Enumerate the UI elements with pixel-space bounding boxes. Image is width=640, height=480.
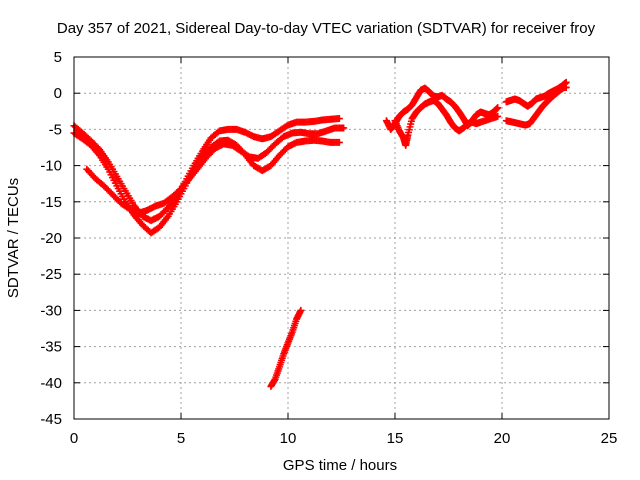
grid	[74, 57, 609, 419]
x-tick-label: 0	[70, 430, 78, 447]
x-axis-label: GPS time / hours	[283, 457, 397, 474]
series-track-c	[83, 124, 348, 217]
y-axis-label: SDTVAR / TECUs	[5, 178, 22, 298]
series-track-e	[391, 96, 502, 149]
x-tick-label: 15	[387, 430, 404, 447]
y-tick-label: -25	[40, 266, 62, 283]
y-tick-label: 0	[54, 85, 62, 102]
y-tick-label: -10	[40, 158, 62, 175]
data-point	[297, 306, 305, 314]
x-tick-label: 5	[177, 430, 185, 447]
data-point	[562, 83, 570, 91]
data-point	[494, 112, 502, 120]
y-tick-label: -30	[40, 302, 62, 319]
data-point	[335, 138, 343, 146]
data-point	[335, 115, 343, 123]
data-point	[340, 124, 348, 132]
y-axis: 5 0 -5 -10 -15 -20 -25 -30 -35 -40 -45	[40, 49, 609, 428]
series-track-a	[70, 115, 343, 225]
y-tick-label: -35	[40, 339, 62, 356]
chart-title: Day 357 of 2021, Sidereal Day-to-day VTE…	[57, 20, 596, 37]
y-tick-label: -15	[40, 194, 62, 211]
data-series	[70, 78, 570, 390]
x-tick-label: 10	[280, 430, 297, 447]
y-tick-label: -45	[40, 411, 62, 428]
series-track-b	[70, 129, 343, 237]
series-track-g	[502, 83, 570, 129]
x-tick-label: 20	[494, 430, 511, 447]
plot-frame	[73, 56, 610, 420]
y-tick-label: -20	[40, 230, 62, 247]
data-point	[494, 104, 502, 112]
y-tick-label: -5	[49, 121, 62, 138]
series-track-h	[267, 306, 305, 390]
y-tick-label: 5	[54, 49, 62, 66]
y-tick-label: -40	[40, 375, 62, 392]
x-tick-label: 25	[601, 430, 618, 447]
